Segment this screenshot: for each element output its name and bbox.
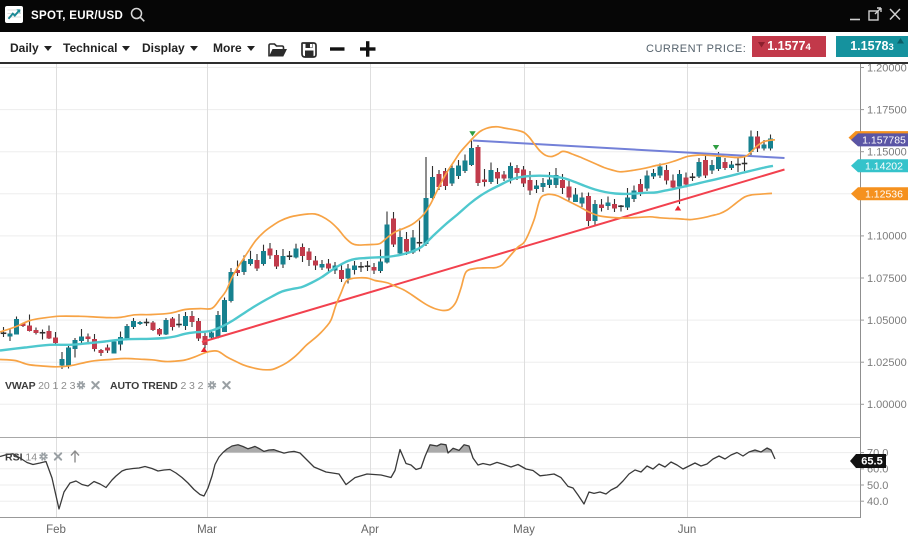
svg-text:50.0: 50.0 [867,480,888,492]
svg-text:1.10000: 1.10000 [867,231,907,243]
svg-text:1.17500: 1.17500 [867,104,907,116]
svg-text:1.14202: 1.14202 [865,160,903,172]
svg-text:1.12536: 1.12536 [865,188,903,200]
svg-text:1.07500: 1.07500 [867,273,907,285]
svg-text:VWAP 20 1 2 3: VWAP 20 1 2 3 [5,380,76,392]
svg-text:AUTO TREND 2 3 2: AUTO TREND 2 3 2 [110,380,204,392]
svg-text:1.00000: 1.00000 [867,399,907,411]
svg-text:Feb: Feb [46,524,66,536]
svg-text:1.02500: 1.02500 [867,357,907,369]
svg-text:1.15000: 1.15000 [867,147,907,159]
svg-text:Jun: Jun [678,524,697,536]
svg-text:1.05000: 1.05000 [867,315,907,327]
svg-text:65.5: 65.5 [861,456,882,468]
svg-text:Mar: Mar [197,524,217,536]
svg-text:RSI 14: RSI 14 [5,451,37,463]
svg-text:1.20000: 1.20000 [867,62,907,74]
svg-text:Apr: Apr [361,524,379,536]
svg-text:40.0: 40.0 [867,496,888,508]
svg-text:May: May [513,524,535,536]
svg-text:1.157785: 1.157785 [862,135,906,147]
